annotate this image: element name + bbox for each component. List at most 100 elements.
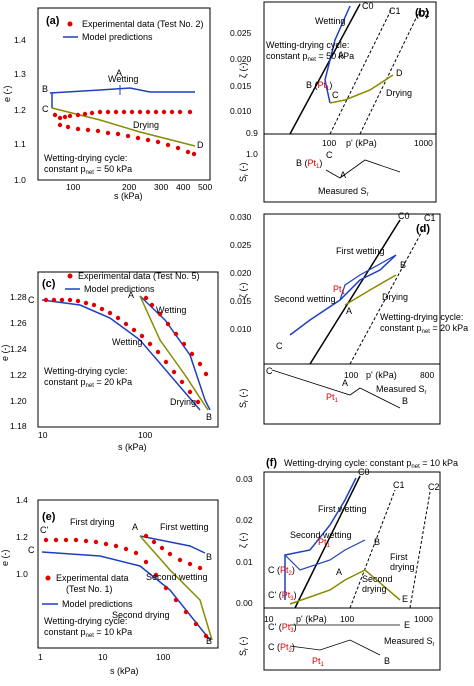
- svg-text:Sr (-): Sr (-): [238, 636, 250, 656]
- svg-text:B: B: [400, 260, 406, 270]
- svg-text:B (Pt1): B (Pt1): [296, 158, 322, 170]
- label-e-first-wetting: First wetting: [160, 522, 209, 532]
- legend-a-marker: [67, 21, 73, 27]
- svg-text:C: C: [332, 90, 339, 100]
- svg-text:800: 800: [420, 370, 434, 380]
- svg-text:0.015: 0.015: [230, 81, 252, 91]
- label-f-first-wetting: First wetting: [318, 504, 367, 514]
- svg-text:B (Pt1): B (Pt1): [306, 80, 332, 92]
- legend-e-exp: Experimental data: [56, 573, 129, 583]
- svg-text:drying: drying: [390, 562, 415, 572]
- svg-text:C0: C0: [398, 211, 410, 221]
- svg-text:B: B: [206, 412, 212, 422]
- svg-text:1.26: 1.26: [10, 318, 27, 328]
- svg-text:0.015: 0.015: [230, 296, 252, 306]
- svg-text:1000: 1000: [414, 614, 433, 624]
- svg-text:0.03: 0.03: [236, 474, 253, 484]
- svg-text:0.020: 0.020: [230, 268, 252, 278]
- svg-text:100: 100: [340, 614, 354, 624]
- svg-text:C (Pt2): C (Pt2): [268, 642, 295, 654]
- svg-text:1.2: 1.2: [14, 105, 26, 115]
- panel-e-frame: [37, 499, 219, 649]
- svg-text:1.24: 1.24: [10, 344, 27, 354]
- svg-text:0.025: 0.025: [230, 240, 252, 250]
- label-e-second-drying: Second drying: [112, 610, 170, 620]
- label-a-cycle: Wetting-drying cycle:: [44, 153, 127, 163]
- svg-text:C: C: [326, 150, 333, 160]
- svg-text:300: 300: [154, 182, 168, 192]
- panel-f: (f) Wetting-drying cycle: constant pnet …: [236, 457, 458, 671]
- svg-text:C' (Pt3): C' (Pt3): [268, 590, 297, 602]
- svg-text:C0: C0: [362, 1, 374, 11]
- label-b-wetting: Wetting: [315, 16, 345, 26]
- label-b-pnet: constant pnet = 50 kPa: [266, 51, 354, 63]
- panel-e: (e) 1.4 1.2 1.0 e (-) 1 10 100 s (kPa) F…: [0, 495, 219, 676]
- panel-a-ylabel: e (-): [2, 86, 12, 103]
- svg-text:1.4: 1.4: [16, 495, 28, 505]
- svg-text:1000: 1000: [414, 138, 433, 148]
- panel-d-frame-bottom: [263, 363, 441, 425]
- label-d-pnet: constant pnet = 20 kPa: [380, 323, 468, 335]
- exp-points-e: [43, 533, 209, 639]
- svg-text:1: 1: [38, 652, 43, 662]
- legend-a-exp: Experimental data (Test No. 2): [82, 19, 204, 29]
- svg-text:A: A: [116, 68, 122, 78]
- label-b-measured: Measured Sr: [318, 186, 369, 198]
- svg-text:B: B: [206, 636, 212, 646]
- panel-b-label: (b): [415, 7, 429, 19]
- svg-text:1.0: 1.0: [16, 569, 28, 579]
- label-b-cycle: Wetting-drying cycle:: [266, 40, 349, 50]
- svg-text:B: B: [402, 396, 408, 406]
- panel-b-xlabel: p' (kPa): [346, 138, 377, 148]
- svg-text:B: B: [374, 537, 380, 547]
- svg-text:1.22: 1.22: [10, 370, 27, 380]
- svg-text:500: 500: [198, 182, 212, 192]
- panel-f-frame-bottom: [263, 607, 441, 671]
- model-line-a: [49, 87, 195, 94]
- label-c-wetting1: Wetting: [156, 305, 186, 315]
- svg-text:drying: drying: [362, 584, 387, 594]
- label-e-pnet: constant pnet = 10 kPa: [44, 627, 132, 639]
- panel-b: (b) 0.025 0.020 0.015 0.010 0.9 1.0 ζ (-…: [230, 1, 437, 203]
- label-a-pnet: constant pnet = 50 kPa: [44, 164, 132, 176]
- panel-b-frame-bottom: [263, 133, 437, 203]
- svg-text:e (-): e (-): [0, 345, 10, 362]
- svg-text:A: A: [342, 378, 348, 388]
- panel-d-label: (d): [416, 223, 430, 235]
- svg-text:0.010: 0.010: [230, 106, 252, 116]
- svg-text:0.01: 0.01: [236, 557, 253, 567]
- svg-text:0.02: 0.02: [236, 515, 253, 525]
- svg-text:D: D: [197, 140, 204, 150]
- label-f-second-drying: Second: [362, 574, 393, 584]
- label-c-pnet: constant pnet = 20 kPa: [44, 377, 132, 389]
- label-d-first-wetting: First wetting: [336, 246, 385, 256]
- panel-a-xlabel: s (kPa): [114, 191, 143, 201]
- svg-text:Pt1: Pt1: [312, 656, 325, 668]
- panel-c-xlabel: s (kPa): [118, 442, 147, 452]
- exp-points-c: [43, 295, 209, 405]
- svg-text:C0: C0: [358, 467, 370, 477]
- panel-f-label: (f): [266, 457, 277, 469]
- svg-text:ζ (-): ζ (-): [238, 63, 248, 78]
- svg-text:1.3: 1.3: [14, 69, 26, 79]
- label-a-drying: Drying: [133, 120, 159, 130]
- panel-c-label: (c): [42, 278, 56, 290]
- svg-text:C1: C1: [424, 213, 436, 223]
- legend-a-model: Model predictions: [82, 32, 153, 42]
- svg-text:A: A: [128, 290, 134, 300]
- svg-text:Sr (-): Sr (-): [238, 162, 250, 182]
- label-e-second-wetting: Second wetting: [146, 572, 208, 582]
- panel-f-title: Wetting-drying cycle: constant pnet = 10…: [284, 458, 458, 470]
- legend-c-model: Model predictions: [84, 284, 155, 294]
- svg-text:C': C': [40, 525, 48, 535]
- svg-text:C1: C1: [393, 480, 405, 490]
- svg-text:Sr (-): Sr (-): [238, 388, 250, 408]
- svg-text:1.2: 1.2: [16, 532, 28, 542]
- svg-text:C1: C1: [389, 6, 401, 16]
- svg-text:e (-): e (-): [0, 550, 10, 567]
- panel-c-frame: [37, 271, 219, 428]
- label-f-first-drying: First: [390, 552, 408, 562]
- panel-a-frame: [37, 7, 211, 181]
- label-d-second-wetting: Second wetting: [274, 294, 336, 304]
- svg-text:10: 10: [38, 430, 48, 440]
